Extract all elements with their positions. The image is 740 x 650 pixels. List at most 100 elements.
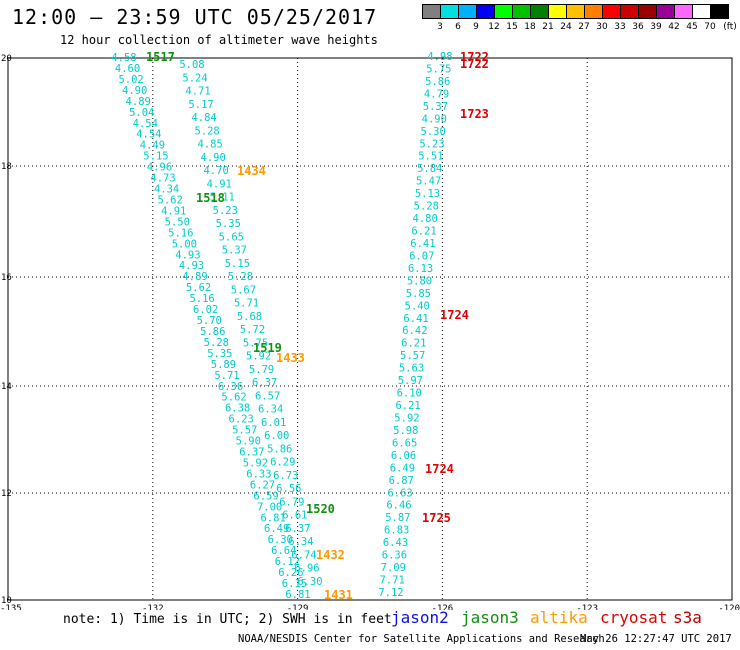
swh-value-track-a: 6.02 <box>193 304 218 316</box>
swh-value-track-a: 5.00 <box>172 238 197 250</box>
swh-value-track-a: 6.81 <box>260 512 285 524</box>
swh-value-track-a: 6.26 <box>278 567 303 579</box>
swh-value-track-b: 5.71 <box>234 298 259 310</box>
x-tick-label: -120 <box>718 604 740 610</box>
swh-value-track-c: 7.12 <box>378 587 403 599</box>
scale-label: 21 <box>542 22 554 32</box>
swh-value-track-c: 5.98 <box>393 425 418 437</box>
swh-value-track-a: 5.89 <box>211 359 236 371</box>
swh-value-track-b: 5.28 <box>228 271 253 283</box>
swh-value-track-a: 5.70 <box>197 315 222 327</box>
legend-jason3: jason3 <box>461 608 519 627</box>
scale-label: 30 <box>596 22 608 32</box>
swh-value-track-c: 5.37 <box>423 101 448 113</box>
scale-label: 18 <box>524 22 536 32</box>
scale-label: 12 <box>488 22 500 32</box>
pass-time-label: 1432 <box>316 548 345 562</box>
swh-value-track-c: 5.75 <box>426 63 451 75</box>
legend-jason2: jason2 <box>391 608 449 627</box>
swh-value-track-c: 5.51 <box>418 151 443 163</box>
swh-value-track-a: 6.38 <box>225 403 250 415</box>
note-text: note: 1) Time is in UTC; 2) SWH is in fe… <box>63 612 392 627</box>
swh-value-track-c: 6.46 <box>386 500 411 512</box>
swh-value-track-c: 4.80 <box>413 213 438 225</box>
swh-value-track-c: 6.21 <box>411 226 436 238</box>
swh-value-track-b: 5.72 <box>240 324 265 336</box>
swh-value-track-a: 5.28 <box>204 337 229 349</box>
swh-value-track-c: 6.65 <box>392 437 417 449</box>
swh-value-track-a: 4.96 <box>147 162 172 174</box>
legend-cryosat: cryosat <box>600 608 668 627</box>
y-tick-label: 18 <box>1 162 12 172</box>
y-tick-label: 20 <box>1 54 12 64</box>
pass-time-label: 1431 <box>324 588 353 602</box>
swh-value-track-a: 6.81 <box>285 589 310 601</box>
swh-value-track-b: 6.34 <box>258 404 283 416</box>
swh-value-track-a: 4.49 <box>140 140 165 152</box>
swh-value-track-c: 4.79 <box>424 88 449 100</box>
swh-value-track-a: 5.62 <box>158 194 183 206</box>
swh-value-track-c: 5.13 <box>415 188 440 200</box>
swh-value-track-c: 6.41 <box>410 238 435 250</box>
swh-value-track-b: 6.57 <box>255 390 280 402</box>
swh-value-track-a: 5.86 <box>200 326 225 338</box>
timestamp-text: May 26 12:27:47 UTC 2017 <box>580 633 732 645</box>
swh-value-track-b: 5.75 <box>243 337 268 349</box>
swh-value-track-c: 5.30 <box>421 126 446 138</box>
swh-value-track-c: 6.13 <box>408 263 433 275</box>
swh-value-track-c: 6.87 <box>389 475 414 487</box>
legend-altika: altika <box>530 608 588 627</box>
swh-value-track-c: 5.23 <box>419 138 444 150</box>
page-subtitle: 12 hour collection of altimeter wave hei… <box>60 33 378 47</box>
swh-value-track-a: 5.62 <box>186 282 211 294</box>
swh-value-track-b: 6.79 <box>279 496 304 508</box>
swh-value-track-a: 4.34 <box>154 184 179 196</box>
scale-label: 36 <box>632 22 644 32</box>
swh-value-track-c: 5.86 <box>425 76 450 88</box>
pass-time-label: 1434 <box>237 164 266 178</box>
swh-value-track-c: 5.63 <box>399 363 424 375</box>
page-title: 12:00 – 23:59 UTC 05/25/2017 <box>12 5 378 29</box>
swh-value-track-a: 4.89 <box>182 271 207 283</box>
swh-value-track-b: 5.79 <box>249 364 274 376</box>
swh-value-track-c: 6.21 <box>401 338 426 350</box>
scale-label: 42 <box>668 22 680 32</box>
swh-value-track-b: 5.67 <box>231 284 256 296</box>
scale-swatch <box>710 4 729 19</box>
scale-label: 39 <box>650 22 662 32</box>
y-tick-label: 10 <box>1 596 12 606</box>
pass-time-label: 1518 <box>196 191 225 205</box>
swh-value-track-b: 4.84 <box>191 112 216 124</box>
x-tick-label: -129 <box>287 604 309 610</box>
swh-value-track-c: 5.47 <box>416 176 441 188</box>
swh-value-track-b: 6.01 <box>261 417 286 429</box>
pass-time-label: 1725 <box>422 511 451 525</box>
scale-label: 6 <box>455 22 461 32</box>
x-tick-label: -123 <box>576 604 598 610</box>
swh-value-track-b: 6.00 <box>264 430 289 442</box>
swh-value-track-c: 6.10 <box>397 388 422 400</box>
swh-value-track-b: 6.96 <box>294 563 319 575</box>
swh-value-track-c: 5.87 <box>385 512 410 524</box>
swh-value-track-c: 6.36 <box>382 550 407 562</box>
swh-value-track-b: 4.70 <box>204 165 229 177</box>
swh-value-track-c: 4.90 <box>422 113 447 125</box>
swh-value-track-b: 4.85 <box>198 139 223 151</box>
swh-value-track-c: 6.07 <box>409 250 434 262</box>
swh-value-track-b: 5.92 <box>246 351 271 363</box>
swh-value-track-c: 5.97 <box>398 375 423 387</box>
swh-value-track-a: 4.58 <box>111 52 136 64</box>
swh-value-track-a: 6.30 <box>268 534 293 546</box>
swh-value-track-c: 7.71 <box>379 575 404 587</box>
swh-value-track-b: 5.15 <box>225 258 250 270</box>
swh-value-track-a: 4.60 <box>115 63 140 75</box>
swh-value-track-c: 5.80 <box>407 275 432 287</box>
swh-value-track-b: 6.73 <box>273 470 298 482</box>
swh-value-track-a: 6.23 <box>229 414 254 426</box>
wave-height-map: -135 -132 -129 -126 -123 -120 20 18 16 14 12 10 4.58… <box>0 50 740 610</box>
swh-value-track-b: 5.24 <box>182 72 207 84</box>
swh-value-track-a: 5.16 <box>168 227 193 239</box>
swh-value-track-b: 6.30 <box>297 576 322 588</box>
pass-time-label: 1724 <box>440 308 469 322</box>
map-frame <box>7 57 733 601</box>
